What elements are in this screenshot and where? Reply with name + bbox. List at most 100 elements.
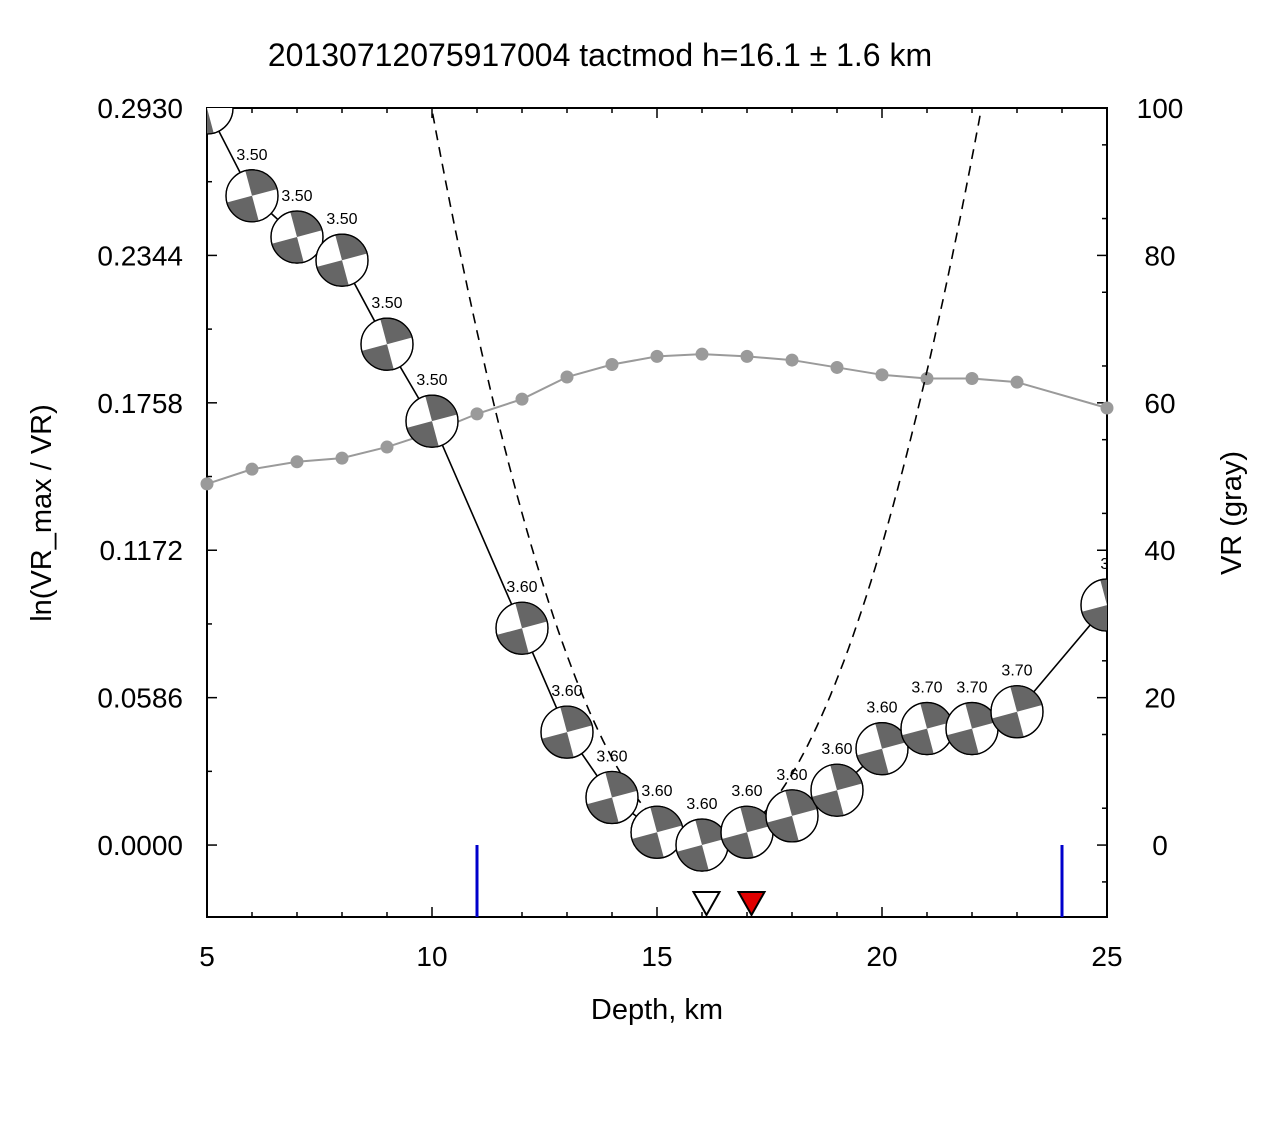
mechanism-outline <box>765 789 819 843</box>
vr-point <box>515 392 529 406</box>
mechanism-compression-quadrant <box>1100 579 1107 606</box>
y2-tick-label: 20 <box>1144 683 1175 714</box>
mechanism-outline <box>990 685 1044 739</box>
magnitude-label: 3. <box>1100 556 1113 573</box>
mechanism-ball: 3.60 <box>855 700 909 776</box>
mechanism-outline <box>810 763 864 817</box>
axis-ticks <box>206 107 1108 917</box>
mechanism-ball: 3.50 <box>405 372 459 448</box>
vr-point <box>1010 375 1024 389</box>
vr-point <box>380 440 394 454</box>
vr-point <box>470 407 484 421</box>
y2-tick-label: 100 <box>1137 93 1184 124</box>
mechanism-outline <box>855 722 909 776</box>
vr-point <box>875 368 889 382</box>
vr-point <box>245 462 259 476</box>
mechanism-ball: 3.60 <box>540 683 594 759</box>
mechanism-ball: 3.60 <box>810 741 864 817</box>
mechanism-outline <box>270 210 324 264</box>
vr-series <box>200 347 1114 491</box>
magnitude-label: 3.70 <box>1001 663 1032 680</box>
mechanism-outline <box>315 233 369 287</box>
mechanism-ball: 3.70 <box>945 680 999 756</box>
mechanism-ball: 3.70 <box>900 680 954 756</box>
y-tick-label: 0.0586 <box>97 683 183 714</box>
y2-tick-label: 60 <box>1144 388 1175 419</box>
mechanism-series: 3.50 3.50 3.50 3.50 3.50 3.60 3.60 3.60 3.60 3.60… <box>200 82 1113 872</box>
mechanism-ball: 3.70 <box>990 663 1044 739</box>
vr-line <box>206 353 1108 485</box>
vr-point <box>290 455 304 469</box>
mechanism-ball: 3.60 <box>495 579 549 655</box>
magnitude-label: 3.70 <box>911 680 942 697</box>
vr-point <box>335 451 349 465</box>
y2-tick-label: 0 <box>1152 830 1168 861</box>
mechanism-ball: 3.60 <box>630 783 684 859</box>
mechanism-outline <box>495 601 549 655</box>
y-tick-label: 0.2930 <box>97 93 183 124</box>
chart-title: 20130712075917004 tactmod h=16.1 ± 1.6 k… <box>268 37 932 73</box>
magnitude-label: 3.60 <box>866 700 897 717</box>
magnitude-label: 3.50 <box>281 188 312 205</box>
catalog-depth-triangle <box>736 891 767 918</box>
x-tick-label: 25 <box>1091 941 1122 972</box>
mechanism-compression-quadrant <box>1081 605 1107 632</box>
magnitude-label: 3.60 <box>731 783 762 800</box>
magnitude-label: 3.60 <box>596 749 627 766</box>
y-axis-title: ln(VR_max / VR) <box>26 404 58 622</box>
x-axis-title: Depth, km <box>591 994 723 1026</box>
magnitude-label: 3.60 <box>776 767 807 784</box>
vr-point <box>695 347 709 361</box>
mechanism-outline <box>1080 578 1107 632</box>
mechanism-outline <box>360 317 414 371</box>
vr-point <box>740 349 754 363</box>
mechanism-ball: 3.60 <box>720 783 774 859</box>
mechanism-outline <box>540 705 594 759</box>
y-tick-label: 0.0000 <box>97 830 183 861</box>
depth-markers <box>691 891 767 918</box>
magnitude-label: 3.50 <box>416 372 447 389</box>
mechanism-compression-quadrant <box>207 108 214 134</box>
magnitude-label: 3.50 <box>371 295 402 312</box>
magnitude-label: 3.60 <box>641 783 672 800</box>
mechanism-ball: 3. <box>1080 556 1113 632</box>
vr-point <box>920 372 934 386</box>
mechanism-ball: 3.60 <box>765 767 819 843</box>
vr-point <box>830 360 844 374</box>
mechanism-outline <box>225 169 279 223</box>
mechanism-circle <box>207 108 234 135</box>
mechanism-ball <box>200 82 234 135</box>
mechanism-ball: 3.50 <box>270 188 324 264</box>
mechanism-compression-quadrant <box>200 82 232 108</box>
mechanism-outline <box>405 394 459 448</box>
magnitude-label: 3.60 <box>821 741 852 758</box>
vr-point <box>785 353 799 367</box>
best-depth-triangle <box>691 891 722 918</box>
magnitude-label: 3.60 <box>551 683 582 700</box>
mechanism-ball: 3.60 <box>675 796 729 872</box>
y-tick-label: 0.1758 <box>97 388 183 419</box>
y2-axis-title: VR (gray) <box>1216 451 1248 575</box>
mechanism-ball: 3.50 <box>225 147 279 223</box>
magnitude-label: 3.70 <box>956 680 987 697</box>
y2-tick-label: 80 <box>1144 240 1175 271</box>
x-tick-label: 20 <box>866 941 897 972</box>
y-tick-label: 0.2344 <box>97 240 183 271</box>
vr-point <box>650 349 664 363</box>
y2-tick-label: 40 <box>1144 535 1175 566</box>
depth-bounds <box>475 845 1064 917</box>
vr-point <box>560 370 574 384</box>
magnitude-label: 3.50 <box>326 211 357 228</box>
x-tick-label: 10 <box>416 941 447 972</box>
vr-point <box>605 357 619 371</box>
mechanism-ball: 3.50 <box>315 211 369 287</box>
vr-point <box>1100 401 1114 415</box>
mechanism-ball: 3.50 <box>360 295 414 371</box>
vr-point <box>200 477 214 491</box>
x-tick-label: 5 <box>199 941 215 972</box>
x-tick-label: 15 <box>641 941 672 972</box>
magnitude-label: 3.60 <box>506 579 537 596</box>
magnitude-label: 3.50 <box>236 147 267 164</box>
tick-labels: 5 10 15 20 25 0.0000 0.0586 0.1172 0.1758 0.2344 0… <box>97 93 1183 972</box>
